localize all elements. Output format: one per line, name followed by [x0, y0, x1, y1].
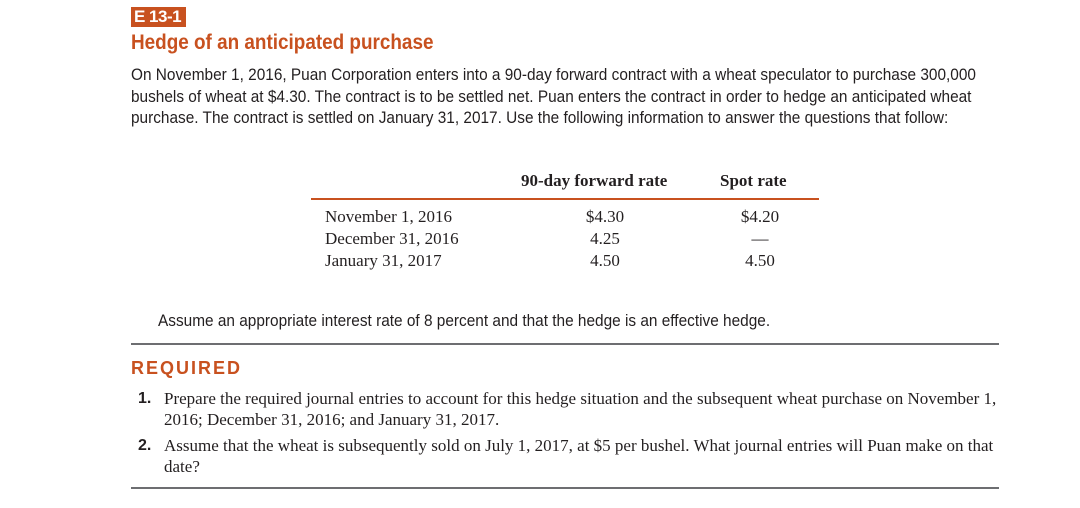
row-date: November 1, 2016	[325, 207, 453, 226]
table-row: January 31, 2017 4.50 4.50	[0, 250, 1080, 272]
item-text: Prepare the required journal entries to …	[164, 389, 997, 429]
required-heading: REQUIRED	[131, 358, 243, 378]
table-header-forward-rate: 90-day forward rate	[521, 171, 668, 190]
row-date: December 31, 2016	[325, 229, 459, 248]
exercise-number-badge: E 13-1	[131, 7, 187, 27]
exercise-title: Hedge of an anticipated purchase	[131, 31, 434, 54]
item-number: 1.	[138, 390, 152, 407]
row-forward-rate: 4.25	[590, 229, 620, 248]
exercise-intro: On November 1, 2016, Puan Corporation en…	[131, 64, 1000, 129]
item-number: 2.	[138, 437, 152, 454]
row-date: January 31, 2017	[325, 251, 442, 270]
row-spot-rate: —	[751, 229, 769, 248]
item-text: Assume that the wheat is subsequently so…	[164, 436, 994, 476]
table-row: November 1, 2016 $4.30 $4.20	[0, 206, 1080, 228]
row-forward-rate: 4.50	[590, 251, 620, 270]
intro-paragraph: On November 1, 2016, Puan Corporation en…	[131, 65, 976, 127]
section-divider-bottom	[131, 487, 999, 489]
row-spot-rate: 4.50	[745, 251, 775, 270]
assumption-text: Assume an appropriate interest rate of 8…	[158, 311, 771, 330]
table-row: December 31, 2016 4.25 —	[0, 228, 1080, 250]
row-spot-rate: $4.20	[740, 207, 780, 226]
table-header-rule	[311, 198, 819, 200]
row-forward-rate: $4.30	[585, 207, 625, 226]
section-divider-top	[131, 343, 999, 345]
table-header-spot-rate: Spot rate	[720, 171, 787, 190]
